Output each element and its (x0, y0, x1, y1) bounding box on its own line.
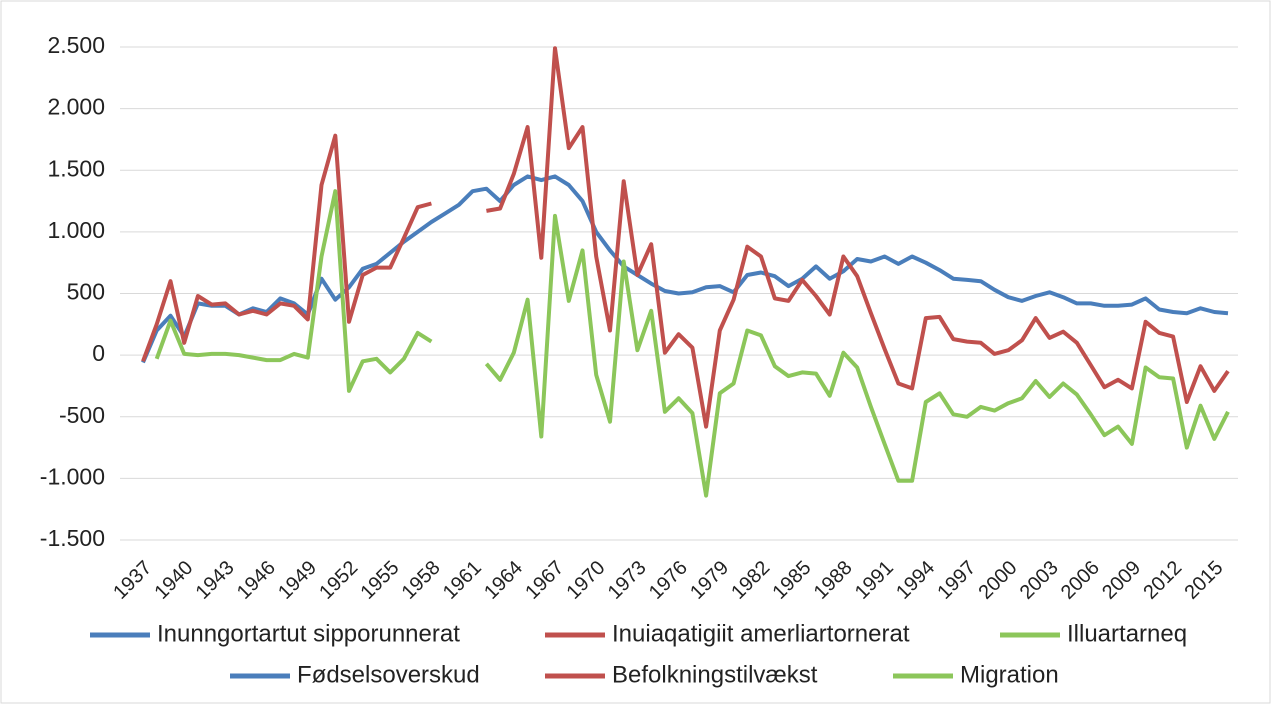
y-tick-label: 1.500 (47, 155, 105, 181)
y-tick-label: 2.000 (47, 94, 105, 120)
y-tick-label: -1.500 (40, 525, 105, 551)
y-tick-label: 1.000 (47, 217, 105, 243)
legend-label: Inuiaqatigiit amerliartornerat (612, 620, 910, 647)
legend-label: Fødselsoverskud (297, 661, 480, 688)
series-line (154, 189, 433, 393)
series-line (486, 46, 1230, 429)
y-tick-label: 0 (92, 340, 105, 366)
y-tick-label: 500 (67, 279, 105, 305)
y-tick-label: 2.500 (47, 32, 105, 58)
legend-label: Illuartarneq (1067, 620, 1187, 647)
series-line (484, 213, 1230, 498)
series-line (141, 133, 432, 362)
y-tick-label: -500 (59, 402, 105, 428)
legend-label: Befolkningstilvækst (612, 661, 818, 688)
y-tick-label: -1.000 (40, 463, 105, 489)
legend-label: Migration (960, 661, 1059, 688)
legend-label: Inunngortartut sipporunnerat (157, 620, 460, 647)
series-line (141, 174, 1229, 364)
